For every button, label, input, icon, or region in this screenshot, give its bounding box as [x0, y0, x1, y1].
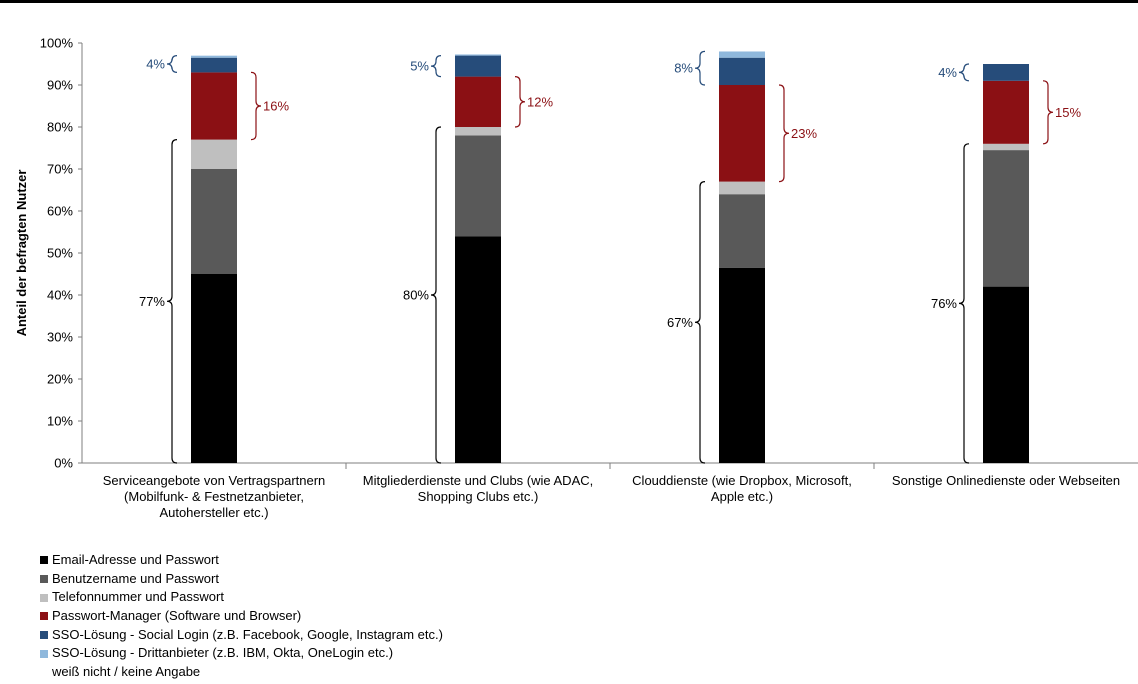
- y-tick-label: 40%: [47, 288, 73, 303]
- y-tick-label: 90%: [47, 78, 73, 93]
- legend-label: SSO-Lösung - Drittanbieter (z.B. IBM, Ok…: [52, 645, 394, 661]
- x-category-label: Clouddienste (wie Dropbox, Microsoft,: [632, 473, 852, 488]
- legend-item: Passwort-Manager (Software und Browser): [40, 607, 443, 626]
- legend-label: weiß nicht / keine Angabe: [52, 664, 201, 680]
- legend-swatch: [40, 575, 48, 584]
- bracket: [958, 143, 970, 464]
- bracket-label: 4%: [146, 57, 165, 72]
- legend-item: SSO-Lösung - Drittanbieter (z.B. IBM, Ok…: [40, 644, 443, 663]
- bar-segment: [191, 139, 237, 169]
- bar-segment: [983, 80, 1029, 144]
- bar-segment: [191, 55, 237, 58]
- bar-segment: [983, 150, 1029, 287]
- bracket: [958, 63, 970, 82]
- bar-segment: [719, 181, 765, 195]
- bar-segment: [455, 43, 501, 55]
- bar-segment: [983, 43, 1029, 64]
- x-category-label: Shopping Clubs etc.): [418, 489, 539, 504]
- legend-label: Benutzername und Passwort: [52, 570, 219, 586]
- legend-swatch: [40, 631, 48, 640]
- bracket-label: 12%: [527, 94, 553, 109]
- bracket: [166, 55, 178, 73]
- bracket: [694, 181, 706, 464]
- y-tick-label: 10%: [47, 414, 73, 429]
- legend-swatch: [40, 649, 48, 658]
- x-category-label: Apple etc.): [711, 489, 773, 504]
- y-tick-label: 20%: [47, 372, 73, 387]
- bar-segment: [719, 51, 765, 58]
- legend-label: Telefonnummer und Passwort: [52, 589, 224, 605]
- legend-swatch: [40, 668, 48, 677]
- bracket: [778, 84, 790, 183]
- bracket-label: 80%: [403, 288, 429, 303]
- bracket: [430, 55, 442, 78]
- bar-segment: [983, 286, 1029, 463]
- x-category-label: Mitgliederdienste und Clubs (wie ADAC,: [363, 473, 594, 488]
- bar-segment: [455, 55, 501, 77]
- bracket-label: 15%: [1055, 105, 1081, 120]
- legend-label: Email-Adresse und Passwort: [52, 552, 219, 567]
- bracket: [166, 139, 178, 464]
- legend-label: SSO-Lösung - Social Login (z.B. Facebook…: [52, 626, 443, 642]
- bar-segment: [191, 43, 237, 56]
- legend-item: Telefonnummer und Passwort: [40, 588, 443, 607]
- bracket: [250, 71, 262, 141]
- bar-segment: [191, 274, 237, 463]
- x-category-label: Sonstige Onlinedienste oder Webseiten: [892, 473, 1120, 488]
- bracket-label: 76%: [931, 296, 957, 311]
- y-tick-label: 50%: [47, 246, 73, 261]
- x-category-label: (Mobilfunk- & Festnetzanbieter,: [124, 489, 304, 504]
- legend-item: SSO-Lösung - Social Login (z.B. Facebook…: [40, 626, 443, 645]
- bar-segment: [983, 143, 1029, 151]
- top-rule: [0, 0, 1138, 3]
- bar-segment: [191, 169, 237, 274]
- bar-segment: [983, 64, 1029, 81]
- bar-segment: [455, 76, 501, 127]
- y-tick-label: 70%: [47, 162, 73, 177]
- legend-item: weiß nicht / keine Angabe: [40, 663, 443, 682]
- y-tick-label: 60%: [47, 204, 73, 219]
- bar-segment: [719, 43, 765, 52]
- bracket-label: 67%: [667, 315, 693, 330]
- y-tick-label: 30%: [47, 330, 73, 345]
- y-tick-label: 80%: [47, 120, 73, 135]
- y-tick-label: 100%: [40, 36, 74, 51]
- bracket-label: 4%: [938, 65, 957, 80]
- bar-segment: [719, 85, 765, 182]
- bar-segment: [455, 236, 501, 463]
- y-axis-title: Anteil der befragten Nutzer: [14, 170, 29, 337]
- stacked-bar-chart: 0% 10% 20% 30% 40% 50% 60% 70% 80% 90% 100% Anteil …: [14, 36, 1138, 520]
- chart-legend: Email-Adresse und Passwort Benutzername u…: [40, 551, 443, 682]
- legend-swatch: [40, 556, 48, 565]
- bracket: [430, 126, 442, 464]
- bracket: [514, 76, 526, 128]
- bracket: [694, 50, 706, 86]
- y-tick-label: 0%: [54, 456, 73, 471]
- legend-item: Benutzername und Passwort: [40, 570, 443, 589]
- x-category-label: Serviceangebote von Vertragspartnern: [103, 473, 326, 488]
- bracket-label: 16%: [263, 99, 289, 114]
- bar-segment: [719, 267, 765, 463]
- bar-segment: [191, 57, 237, 73]
- legend-label: Passwort-Manager (Software und Browser): [52, 608, 302, 624]
- bracket-label: 23%: [791, 126, 817, 141]
- legend-swatch: [40, 593, 48, 602]
- bar-segment: [719, 57, 765, 85]
- legend-item: Email-Adresse und Passwort: [40, 551, 443, 570]
- bar-segment: [719, 194, 765, 268]
- bar-segment: [191, 72, 237, 140]
- bar-segment: [455, 127, 501, 136]
- bar-segment: [455, 135, 501, 237]
- bracket-label: 8%: [674, 61, 693, 76]
- legend-swatch: [40, 612, 48, 621]
- bracket-label: 5%: [410, 59, 429, 74]
- x-category-label: Autohersteller etc.): [159, 505, 268, 520]
- bar-segment: [455, 54, 501, 56]
- bracket-label: 77%: [139, 294, 165, 309]
- bracket: [1042, 80, 1054, 145]
